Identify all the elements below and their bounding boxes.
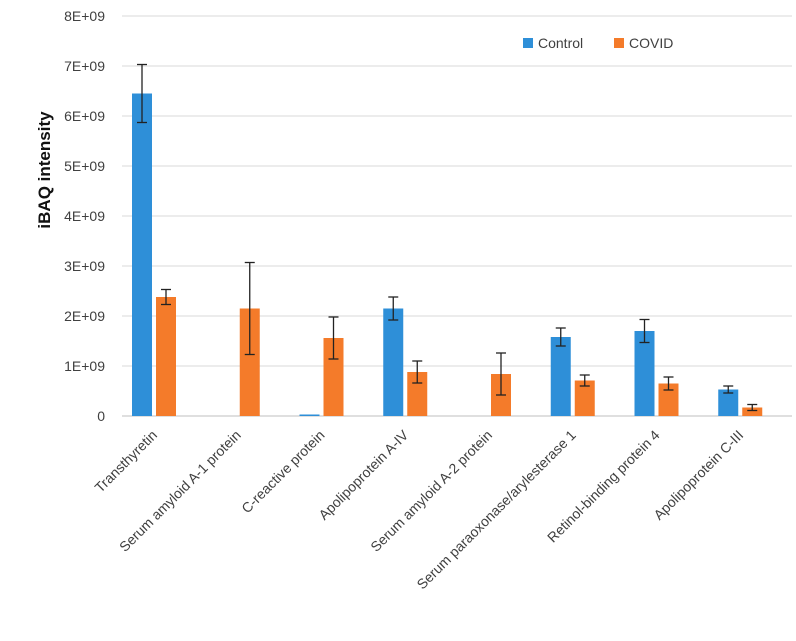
y-tick-label: 4E+09	[64, 208, 105, 224]
x-tick-label: Apolipoprotein C-III	[650, 427, 746, 523]
legend: Control COVID	[523, 35, 673, 51]
bar-control-2	[299, 414, 320, 416]
bar-covid-0	[156, 297, 176, 416]
y-tick-label: 2E+09	[64, 308, 105, 324]
legend-swatch-covid	[614, 38, 624, 48]
y-tick-label: 0	[97, 408, 105, 424]
bar-control-0	[132, 93, 152, 416]
legend-swatch-control	[523, 38, 533, 48]
bar-control-3	[383, 308, 404, 416]
y-tick-label: 8E+09	[64, 8, 105, 24]
bar-control-5	[550, 337, 571, 416]
bar-covid-2	[323, 338, 344, 416]
bar-covid-6	[658, 383, 679, 416]
y-tick-label: 5E+09	[64, 158, 105, 174]
legend-label-control: Control	[538, 35, 583, 51]
x-tick-label: Apolipoprotein A-IV	[315, 426, 412, 523]
bar-covid-7	[742, 407, 763, 416]
x-tick-label: Transthyretin	[91, 427, 160, 496]
x-tick-label: Serum paraoxonase/arylesterase 1	[413, 427, 579, 593]
y-tick-label: 3E+09	[64, 258, 105, 274]
bar-control-6	[634, 331, 655, 416]
x-tick-label: C-reactive protein	[238, 427, 327, 516]
y-axis-label: iBAQ intensity	[35, 111, 54, 229]
bar-covid-1	[239, 308, 260, 416]
bar-covid-5	[574, 380, 595, 416]
bar-control-7	[718, 389, 739, 416]
y-tick-label: 1E+09	[64, 358, 105, 374]
y-tick-label: 7E+09	[64, 58, 105, 74]
legend-label-covid: COVID	[629, 35, 673, 51]
y-tick-label: 6E+09	[64, 108, 105, 124]
